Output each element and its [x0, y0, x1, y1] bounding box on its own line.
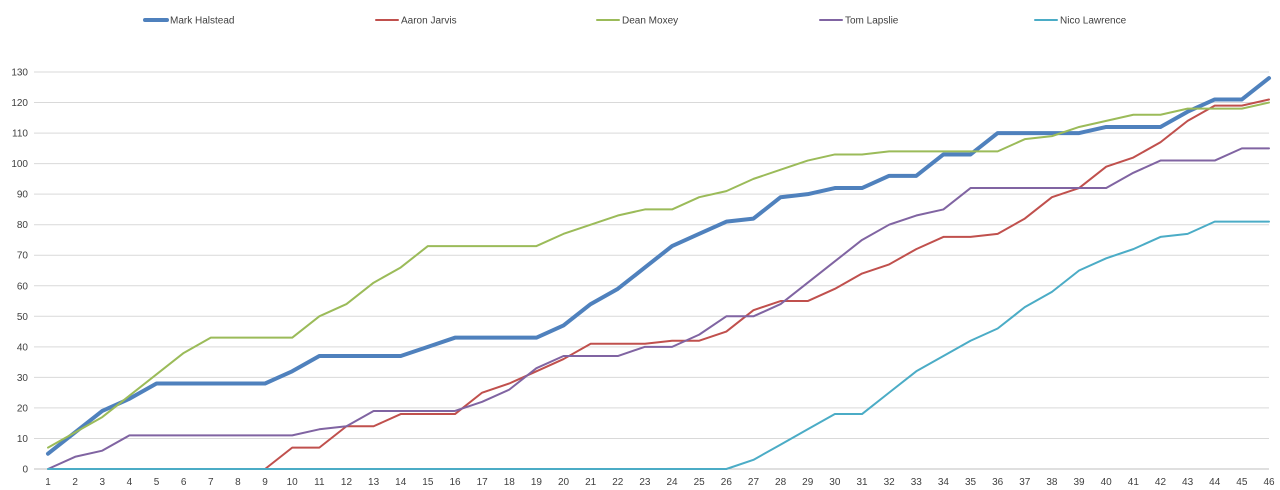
x-tick-label: 29 — [802, 477, 814, 488]
x-tick-label: 18 — [504, 477, 516, 488]
x-tick-label: 39 — [1074, 477, 1086, 488]
x-tick-label: 33 — [911, 477, 923, 488]
x-tick-label: 43 — [1182, 477, 1194, 488]
x-tick-label: 17 — [477, 477, 489, 488]
legend-item: Dean Moxey — [596, 16, 678, 27]
series-line-dean-moxey — [47, 101, 1270, 449]
x-tick-label: 22 — [612, 477, 624, 488]
x-tick-label: 5 — [154, 477, 160, 488]
series-line-aaron-jarvis — [264, 98, 1270, 470]
x-tick-label: 2 — [72, 477, 78, 488]
legend-label: Mark Halstead — [170, 16, 234, 27]
y-axis: 0 10 20 30 40 50 60 70 80 90 100 110 120 130 — [11, 68, 28, 476]
legend-item: Aaron Jarvis — [375, 16, 457, 27]
x-tick-label: 44 — [1209, 477, 1221, 488]
x-tick-label: 28 — [775, 477, 787, 488]
x-axis: 1 2 3 4 5 6 7 8 9 10 11 12 13 14 15 16 17 18 19 20 21 22 23 24 2… — [45, 477, 1275, 488]
series-line-nico-lawrence — [47, 220, 1270, 470]
x-tick-label: 15 — [422, 477, 434, 488]
x-tick-label: 21 — [585, 477, 597, 488]
legend-label: Nico Lawrence — [1060, 16, 1127, 27]
x-tick-label: 8 — [235, 477, 241, 488]
series-layer — [46, 76, 1271, 470]
y-tick-label: 20 — [17, 403, 29, 414]
x-tick-label: 27 — [748, 477, 760, 488]
legend: Mark Halstead Aaron Jarvis Dean Moxey Tom L… — [143, 16, 1127, 27]
x-tick-label: 6 — [181, 477, 187, 488]
legend-label: Aaron Jarvis — [401, 16, 457, 27]
y-tick-label: 30 — [17, 373, 29, 384]
y-tick-label: 0 — [22, 465, 28, 476]
y-tick-label: 80 — [17, 220, 29, 231]
x-tick-label: 20 — [558, 477, 570, 488]
x-tick-label: 40 — [1101, 477, 1113, 488]
y-tick-label: 10 — [17, 434, 29, 445]
y-tick-label: 110 — [12, 129, 28, 140]
x-tick-label: 7 — [208, 477, 214, 488]
x-tick-label: 3 — [99, 477, 105, 488]
x-tick-label: 19 — [531, 477, 543, 488]
x-tick-label: 46 — [1263, 477, 1275, 488]
y-tick-label: 50 — [17, 312, 29, 323]
x-tick-label: 10 — [287, 477, 299, 488]
x-tick-label: 36 — [992, 477, 1004, 488]
x-tick-label: 25 — [694, 477, 706, 488]
x-tick-label: 4 — [127, 477, 133, 488]
series-line-mark-halstead — [46, 76, 1271, 456]
y-tick-label: 90 — [17, 190, 29, 201]
x-tick-label: 14 — [395, 477, 407, 488]
legend-label: Dean Moxey — [622, 16, 678, 27]
series-line-tom-lapslie — [47, 147, 1270, 470]
legend-label: Tom Lapslie — [845, 16, 899, 27]
x-tick-label: 13 — [368, 477, 380, 488]
x-tick-label: 32 — [884, 477, 896, 488]
x-tick-label: 30 — [829, 477, 841, 488]
x-tick-label: 42 — [1155, 477, 1167, 488]
x-tick-label: 31 — [856, 477, 868, 488]
x-tick-label: 1 — [45, 477, 51, 488]
x-tick-label: 24 — [667, 477, 679, 488]
y-tick-label: 100 — [11, 159, 28, 170]
y-tick-label: 130 — [11, 68, 28, 79]
x-tick-label: 34 — [938, 477, 950, 488]
x-tick-label: 38 — [1046, 477, 1058, 488]
y-tick-label: 60 — [17, 281, 29, 292]
y-tick-label: 120 — [11, 98, 28, 109]
x-tick-label: 11 — [314, 477, 325, 488]
x-tick-label: 16 — [449, 477, 461, 488]
x-tick-label: 9 — [262, 477, 268, 488]
legend-item: Nico Lawrence — [1034, 16, 1127, 27]
x-tick-label: 37 — [1019, 477, 1031, 488]
x-tick-label: 23 — [639, 477, 651, 488]
x-tick-label: 35 — [965, 477, 977, 488]
x-tick-label: 26 — [721, 477, 733, 488]
legend-item: Tom Lapslie — [819, 16, 899, 27]
legend-item: Mark Halstead — [143, 16, 234, 27]
y-tick-label: 40 — [17, 342, 29, 353]
x-tick-label: 41 — [1128, 477, 1140, 488]
y-tick-label: 70 — [17, 251, 29, 262]
x-tick-label: 12 — [341, 477, 353, 488]
x-tick-label: 45 — [1236, 477, 1248, 488]
